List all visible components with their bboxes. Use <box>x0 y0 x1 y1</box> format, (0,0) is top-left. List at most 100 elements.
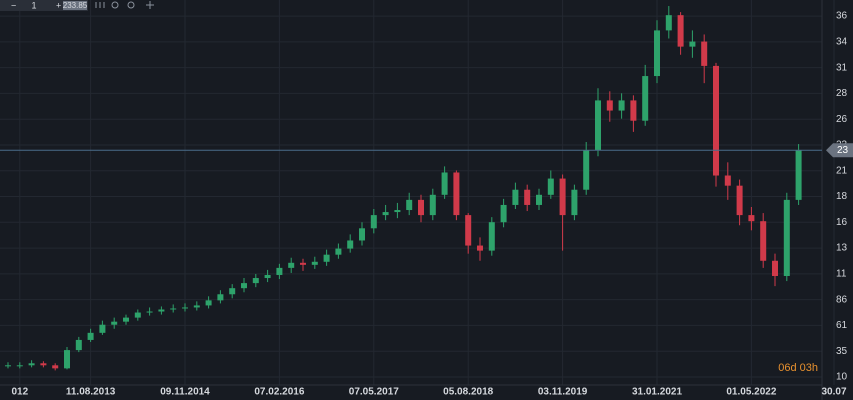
y-tick-label: 13 <box>836 243 848 254</box>
candle-body <box>40 363 47 366</box>
y-tick-label: 28 <box>836 88 848 99</box>
candle-body <box>193 305 200 308</box>
candle-body <box>665 15 672 31</box>
candle-body <box>677 15 684 47</box>
y-tick-label: 36 <box>836 11 848 22</box>
candle-body <box>311 261 318 265</box>
candle-body <box>335 248 342 255</box>
last-price-tag <box>826 143 853 158</box>
candle-body <box>5 365 11 367</box>
candle-body <box>536 194 542 205</box>
minus-button[interactable]: − <box>11 0 16 10</box>
y-tick-label: 18 <box>836 191 848 202</box>
candle-body <box>264 274 271 279</box>
candle-body <box>134 312 141 318</box>
candle-body <box>453 172 460 216</box>
plus-button[interactable]: + <box>56 0 61 10</box>
candle-body <box>182 307 188 309</box>
candle-body <box>158 309 165 312</box>
candle-body <box>252 278 259 284</box>
candle-body <box>748 215 755 222</box>
candle-body <box>394 210 401 213</box>
candle-body <box>359 228 365 241</box>
candle-body <box>241 283 247 289</box>
candle-body <box>323 254 330 262</box>
candle-body <box>52 365 59 369</box>
candle-body <box>512 189 519 205</box>
candle-body <box>217 294 224 301</box>
y-tick-label: 86 <box>836 294 848 305</box>
x-tick-label: 05.08.2018 <box>443 387 493 398</box>
candle-body <box>583 150 590 190</box>
y-tick-label: 26 <box>836 114 848 125</box>
candle-body <box>99 324 106 333</box>
candle-body <box>146 311 153 313</box>
candle-body <box>618 100 625 111</box>
candle-body <box>547 178 554 195</box>
candle-body <box>75 339 82 351</box>
candle-body <box>418 199 424 216</box>
candle-body <box>724 175 731 186</box>
candle-body <box>229 288 236 295</box>
candle-body <box>630 100 637 121</box>
y-tick-label: 10 <box>836 372 848 383</box>
y-tick-label: 21 <box>836 165 848 176</box>
x-tick-label: 07.02.2016 <box>254 387 304 398</box>
bars-tool[interactable] <box>95 2 105 8</box>
y-tick-label: 31 <box>836 62 848 73</box>
candle-body <box>783 199 790 276</box>
candle-body <box>524 189 531 205</box>
x-tick-label: 012 <box>11 387 28 398</box>
y-tick-label: 11 <box>836 269 847 280</box>
candle-body <box>606 100 613 111</box>
candle-body <box>170 308 177 310</box>
zoom-in[interactable] <box>127 1 135 9</box>
candle-body <box>488 222 495 251</box>
y-tick-label: 61 <box>836 320 848 331</box>
y-tick-label: 16 <box>836 217 848 228</box>
x-tick-label: 11.08.2013 <box>66 387 116 398</box>
candle-body <box>16 365 23 367</box>
candle-body <box>477 245 483 251</box>
candle-body <box>559 178 566 216</box>
candle-body <box>642 76 649 121</box>
tools[interactable] <box>95 1 154 9</box>
candles <box>5 6 802 371</box>
candle-body <box>276 267 283 275</box>
candle-body <box>571 189 578 216</box>
price-box[interactable] <box>63 1 87 10</box>
candle-body <box>689 41 696 47</box>
candle-body <box>123 317 129 322</box>
candle-body <box>441 172 448 195</box>
last-price-label: 23 <box>837 145 849 156</box>
candle-body <box>64 350 70 369</box>
candle-body <box>701 41 708 66</box>
candle-body <box>465 215 472 246</box>
x-tick-label: 07.05.2017 <box>349 387 399 398</box>
candle-body <box>382 212 389 216</box>
candle-body <box>736 185 743 216</box>
x-tick-label: 09.11.2014 <box>160 387 210 398</box>
candle-body <box>772 260 778 276</box>
candle-body <box>205 300 212 306</box>
candle-body <box>406 199 413 211</box>
quantity[interactable]: 1 <box>31 0 36 10</box>
x-tick-label: 03.11.2019 <box>538 387 588 398</box>
x-tick-label: 01.05.2022 <box>726 387 776 398</box>
crosshair[interactable] <box>146 1 154 9</box>
candle-body <box>300 262 306 265</box>
y-tick-label: 34 <box>836 36 848 47</box>
y-tick-label: 35 <box>836 346 848 357</box>
candle-body <box>370 215 377 229</box>
candle-body <box>500 204 507 223</box>
countdown: 06d 03h <box>778 362 818 374</box>
zoom-out[interactable] <box>111 1 119 9</box>
x-tick-label: 30.07 <box>821 387 846 398</box>
candle-body <box>87 332 94 340</box>
toolbar-bg <box>0 0 88 11</box>
grid <box>0 0 835 385</box>
price: 233.85 <box>63 1 88 10</box>
